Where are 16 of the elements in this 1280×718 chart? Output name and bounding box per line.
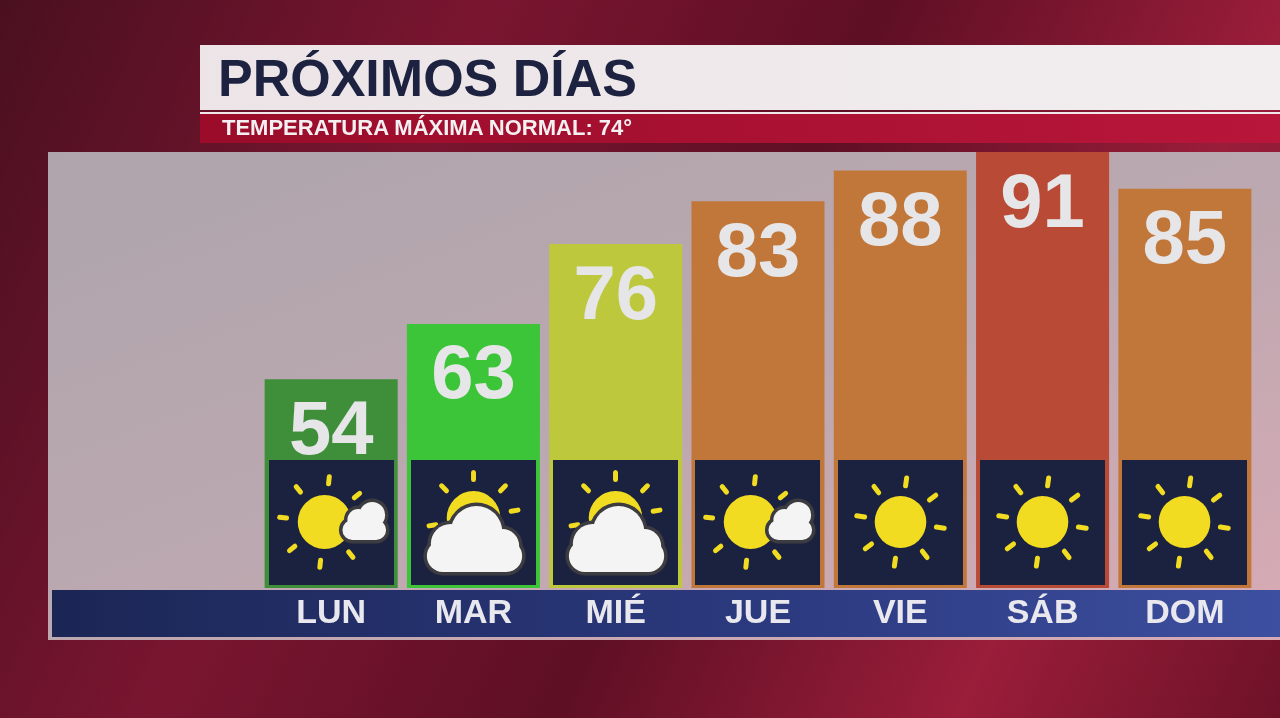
data-label: 76 — [573, 249, 658, 335]
x-tick-label: DOM — [1145, 592, 1225, 630]
data-label: 83 — [715, 206, 801, 292]
chart-subtitle: TEMPERATURA MÁXIMA NORMAL: 74° — [222, 114, 633, 142]
x-tick-label: MIÉ — [585, 592, 646, 630]
data-label: 91 — [1000, 157, 1085, 243]
x-tick-label: MAR — [434, 592, 513, 630]
x-tick-label: SÁB — [1006, 592, 1079, 630]
x-tick-label: LUN — [296, 592, 367, 630]
data-label: 54 — [288, 384, 374, 470]
data-label: 85 — [1142, 194, 1228, 280]
chart-title: PRÓXIMOS DÍAS — [218, 48, 637, 108]
data-label: 63 — [431, 329, 516, 415]
x-tick-label: JUE — [724, 592, 792, 630]
x-tick-label: VIE — [872, 592, 928, 630]
data-label: 88 — [858, 175, 943, 261]
